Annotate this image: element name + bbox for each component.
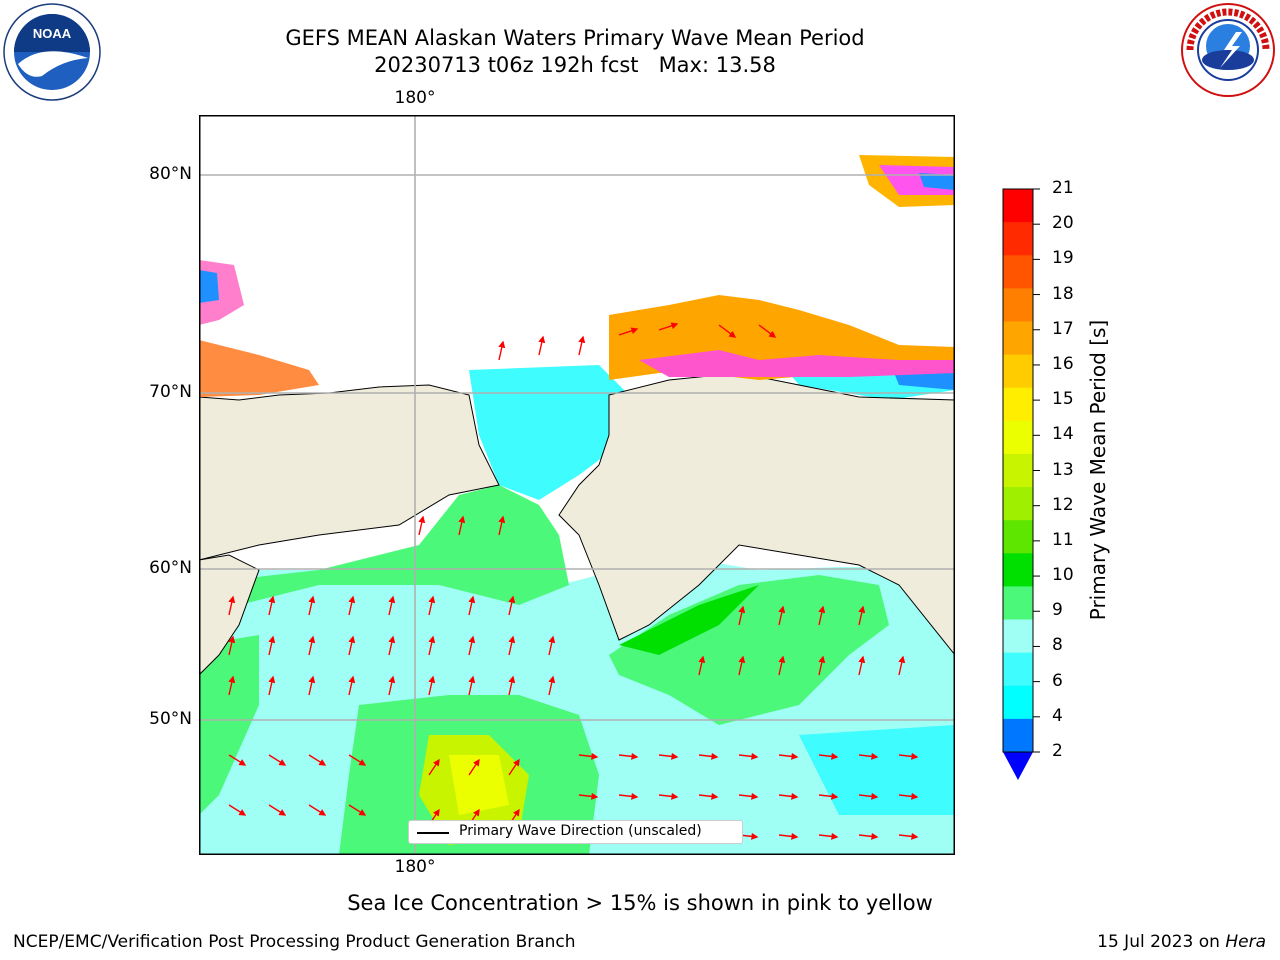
colorbar-tick-label: 20 bbox=[1052, 213, 1074, 234]
footer-machine: Hera bbox=[1225, 932, 1266, 952]
land-alaska bbox=[558, 372, 955, 656]
map-legend: Primary Wave Direction (unscaled) bbox=[408, 820, 743, 844]
colorbar-segment bbox=[1003, 222, 1033, 256]
colorbar-extend-triangle bbox=[1003, 752, 1033, 780]
colorbar-tick-label: 14 bbox=[1052, 424, 1074, 445]
colorbar-segment bbox=[1003, 420, 1033, 455]
sea-ice-note: Sea Ice Concentration > 15% is shown in … bbox=[347, 891, 933, 915]
colorbar-segment bbox=[1003, 586, 1033, 621]
sea-ice-east-pink bbox=[639, 350, 955, 377]
lon-label-bottom: 180° bbox=[394, 857, 436, 877]
colorbar-segment bbox=[1003, 288, 1033, 322]
bering-green-area bbox=[229, 485, 569, 605]
sea-ice-west-blue bbox=[199, 270, 219, 303]
pacific-yellowgreen-area bbox=[449, 755, 509, 815]
map-title: GEFS MEAN Alaskan Waters Primary Wave Me… bbox=[285, 26, 865, 50]
nws-logo bbox=[1181, 3, 1275, 97]
lat-label-80: 80°N bbox=[149, 164, 192, 184]
colorbar-tick-label: 9 bbox=[1052, 600, 1063, 621]
colorbar-tick-label: 10 bbox=[1052, 565, 1074, 586]
graticule bbox=[199, 115, 955, 855]
colorbar-tick-label: 13 bbox=[1052, 459, 1074, 480]
colorbar-tick-label: 6 bbox=[1052, 670, 1063, 691]
colorbar-tick-label: 8 bbox=[1052, 635, 1063, 656]
colorbar-segment bbox=[1003, 487, 1033, 521]
lat-label-70: 70°N bbox=[149, 382, 192, 402]
colorbar-tick-label: 15 bbox=[1052, 389, 1074, 410]
legend-label: Primary Wave Direction (unscaled) bbox=[459, 823, 702, 839]
colorbar-segment bbox=[1003, 387, 1033, 422]
colorbar-tick-label: 21 bbox=[1052, 178, 1074, 198]
colorbar-segment bbox=[1003, 652, 1033, 687]
colorbar-segment bbox=[1003, 619, 1033, 654]
colorbar-tick-label: 18 bbox=[1052, 283, 1074, 304]
wave-period-map bbox=[199, 115, 955, 855]
colorbar-segment bbox=[1003, 718, 1033, 753]
colorbar-tick-label: 19 bbox=[1052, 248, 1074, 269]
land-siberia bbox=[199, 384, 500, 561]
colorbar-segment bbox=[1003, 354, 1033, 389]
colorbar-tick-label: 11 bbox=[1052, 529, 1074, 550]
svg-text:NOAA: NOAA bbox=[33, 26, 72, 41]
colorbar bbox=[1002, 188, 1040, 780]
lat-label-50: 50°N bbox=[149, 709, 192, 729]
sea-ice-west-lower bbox=[199, 340, 319, 397]
footer-credit: NCEP/EMC/Verification Post Processing Pr… bbox=[13, 932, 576, 952]
colorbar-segment bbox=[1003, 520, 1033, 554]
west-green-area bbox=[199, 635, 259, 815]
footer-date: 15 Jul 2023 on Hera bbox=[1097, 932, 1266, 952]
peninsula-darkgreen-area bbox=[619, 585, 759, 655]
colorbar-tick-label: 17 bbox=[1052, 318, 1074, 339]
colorbar-tick-label: 16 bbox=[1052, 353, 1074, 374]
map-subtitle: 20230713 t06z 192h fcst Max: 13.58 bbox=[374, 53, 776, 77]
sea-ice-arctic-ne-blue bbox=[919, 173, 955, 190]
colorbar-segment bbox=[1003, 255, 1033, 289]
south-cyan-area bbox=[799, 725, 955, 815]
colorbar-segment bbox=[1003, 321, 1033, 356]
colorbar-segment bbox=[1003, 453, 1033, 488]
colorbar-tick-label: 12 bbox=[1052, 494, 1074, 515]
lon-label-top: 180° bbox=[394, 88, 436, 108]
chukchi-cyan-area bbox=[469, 365, 629, 500]
wave-direction-arrows bbox=[228, 322, 919, 840]
colorbar-tick-label: 2 bbox=[1052, 741, 1063, 761]
map-frame bbox=[199, 115, 955, 855]
colorbar-segment bbox=[1003, 553, 1033, 587]
footer-date-text: 15 Jul 2023 on bbox=[1097, 932, 1226, 952]
colorbar-title: Primary Wave Mean Period [s] bbox=[1086, 319, 1110, 621]
colorbar-segment bbox=[1003, 685, 1033, 720]
lat-label-60: 60°N bbox=[149, 558, 192, 578]
colorbar-tick-label: 4 bbox=[1052, 705, 1063, 726]
noaa-logo: NOAA bbox=[3, 3, 101, 101]
legend-line-icon bbox=[417, 832, 449, 834]
colorbar-segment bbox=[1003, 189, 1033, 223]
